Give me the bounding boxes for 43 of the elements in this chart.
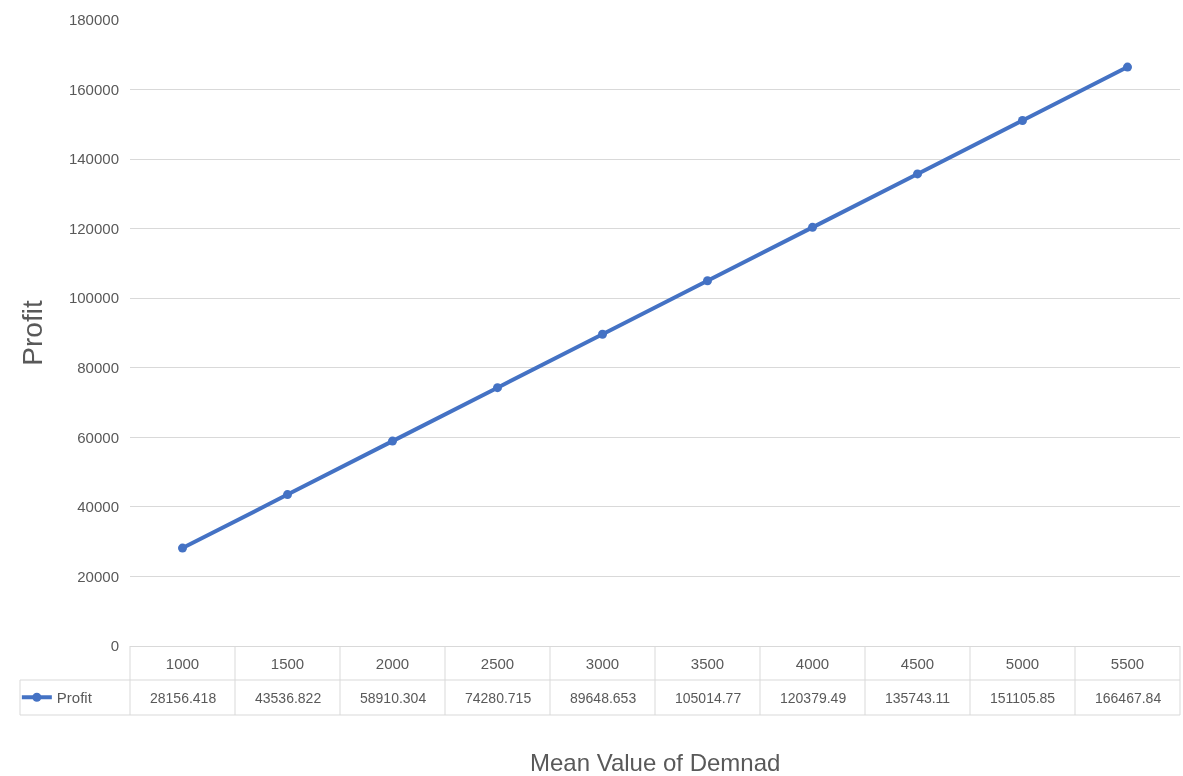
x-tick-label: 2500 <box>480 655 515 672</box>
data-label: 105014.77 <box>675 690 742 706</box>
x-tick-label: 3500 <box>690 655 725 672</box>
x-tick-label: 5500 <box>1110 655 1145 672</box>
point <box>388 436 397 446</box>
x-tick-label: 4000 <box>795 655 830 672</box>
legend-label: Profit <box>56 689 93 707</box>
y-tick-label: 120000 <box>68 219 119 237</box>
point <box>913 169 922 179</box>
point <box>493 383 502 393</box>
data-label: 89648.653 <box>570 690 637 706</box>
data-label: 58910.304 <box>360 690 427 706</box>
y-tick-label: 0 <box>110 637 119 655</box>
data-label: 28156.418 <box>150 690 217 706</box>
point <box>703 276 712 286</box>
y-tick-label: 80000 <box>77 359 119 377</box>
x-tick-label: 1500 <box>270 655 305 672</box>
y-tick-label: 40000 <box>77 498 119 516</box>
y-tick-label: 140000 <box>68 150 119 168</box>
x-tick-label: 4500 <box>900 655 935 672</box>
point <box>283 490 292 500</box>
data-label: 43536.822 <box>255 690 322 706</box>
data-label: 151105.85 <box>990 690 1056 706</box>
point <box>1123 62 1132 72</box>
y-axis-title: Profit <box>16 300 48 366</box>
data-label: 120379.49 <box>780 690 847 706</box>
x-tick-label: 1000 <box>165 655 200 672</box>
y-tick-label: 20000 <box>77 567 119 585</box>
data-label: 135743.11 <box>885 690 951 706</box>
x-tick-label: 5000 <box>1005 655 1040 672</box>
point <box>178 543 187 553</box>
point <box>1018 115 1027 125</box>
x-axis-title: Mean Value of Demnad <box>530 749 781 776</box>
y-tick-label: 60000 <box>77 428 119 446</box>
point <box>598 329 607 339</box>
x-tick-label: 2000 <box>375 655 410 672</box>
y-tick-label: 100000 <box>68 289 119 307</box>
data-label: 74280.715 <box>465 690 532 706</box>
data-label: 166467.84 <box>1095 690 1162 706</box>
x-tick-label: 3000 <box>585 655 620 672</box>
y-tick-label: 160000 <box>68 80 119 98</box>
y-tick-label: 180000 <box>68 11 119 29</box>
point <box>808 222 817 232</box>
